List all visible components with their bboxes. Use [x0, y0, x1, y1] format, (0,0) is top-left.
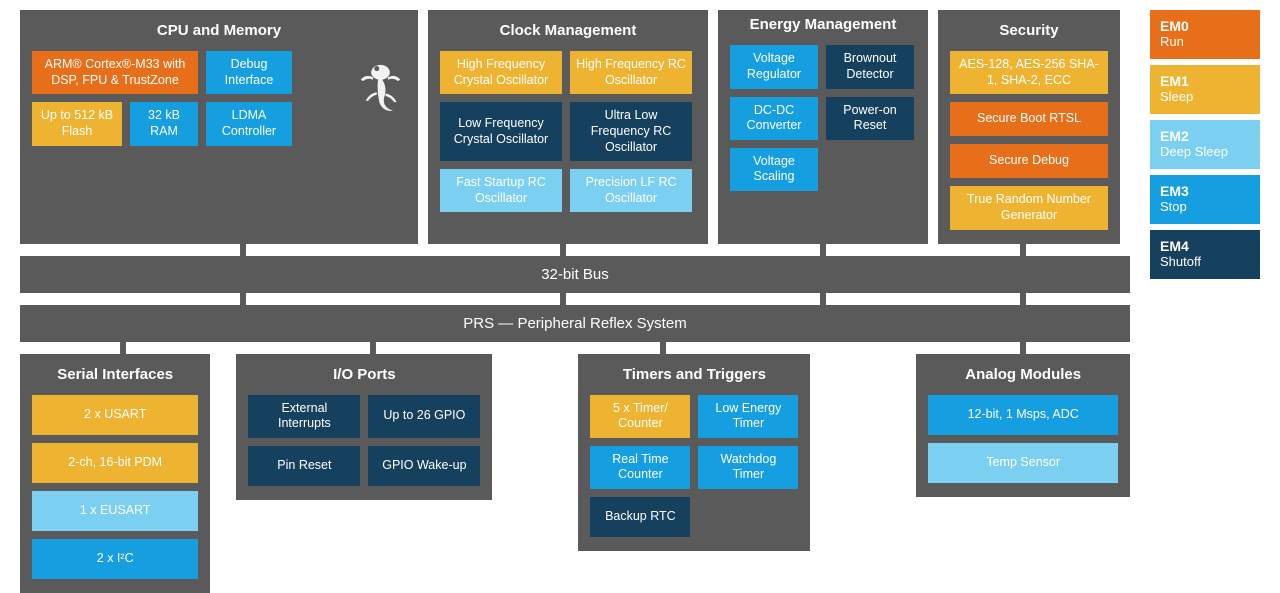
legend-em3: EM3 Stop [1150, 175, 1260, 224]
block-power-on-reset: Power-on Reset [826, 97, 914, 140]
block-flash: Up to 512 kB Flash [32, 102, 122, 145]
gecko-icon [356, 51, 406, 146]
panel-title: Timers and Triggers [590, 366, 798, 383]
legend-code: EM4 [1160, 238, 1250, 254]
block-fast-startup-rc-osc: Fast Startup RC Oscillator [440, 169, 562, 212]
block-eusart: 1 x EUSART [32, 491, 198, 531]
legend-em1: EM1 Sleep [1150, 65, 1260, 114]
block-ldma: LDMA Controller [206, 102, 292, 145]
legend-label: Shutoff [1160, 254, 1250, 269]
block-precision-lf-rc-osc: Precision LF RC Oscillator [570, 169, 692, 212]
legend-code: EM1 [1160, 73, 1250, 89]
block-pin-reset: Pin Reset [248, 446, 360, 486]
block-temp-sensor: Temp Sensor [928, 443, 1118, 483]
block-low-energy-timer: Low Energy Timer [698, 395, 798, 438]
block-brownout-detector: Brownout Detector [826, 45, 914, 88]
panel-title: CPU and Memory [32, 22, 406, 39]
block-lf-crystal-osc: Low Frequency Crystal Oscillator [440, 102, 562, 161]
legend-label: Stop [1160, 199, 1250, 214]
legend-label: Sleep [1160, 89, 1250, 104]
legend-code: EM0 [1160, 18, 1250, 34]
legend-em4: EM4 Shutoff [1150, 230, 1260, 279]
panel-title: Serial Interfaces [32, 366, 198, 383]
block-aes-sha-ecc: AES-128, AES-256 SHA-1, SHA-2, ECC [950, 51, 1108, 94]
block-dcdc-converter: DC-DC Converter [730, 97, 818, 140]
legend-code: EM2 [1160, 128, 1250, 144]
top-row: CPU and Memory ARM® Cortex®-M33 with DSP… [20, 10, 1130, 244]
panel-title: Security [950, 22, 1108, 39]
legend-label: Run [1160, 34, 1250, 49]
panel-serial-interfaces: Serial Interfaces 2 x USART 2-ch, 16-bit… [20, 354, 210, 593]
bus-bar: 32-bit Bus [20, 256, 1130, 293]
panel-title: Energy Management [730, 16, 916, 33]
panel-energy-management: Energy Management Voltage Regulator Brow… [718, 10, 928, 244]
block-watchdog-timer: Watchdog Timer [698, 446, 798, 489]
panel-timers-triggers: Timers and Triggers 5 x Timer/ Counter L… [578, 354, 810, 552]
block-voltage-regulator: Voltage Regulator [730, 45, 818, 88]
block-debug-interface: Debug Interface [206, 51, 292, 94]
block-secure-boot-rtsl: Secure Boot RTSL [950, 102, 1108, 136]
panel-title: Clock Management [440, 22, 696, 39]
block-gpio-wakeup: GPIO Wake-up [368, 446, 480, 486]
block-diagram: CPU and Memory ARM® Cortex®-M33 with DSP… [20, 10, 1130, 593]
connectors-top-bus [20, 244, 1130, 256]
connectors-prs-bottom [20, 342, 1130, 354]
connectors-bus-prs [20, 293, 1130, 305]
panel-analog-modules: Analog Modules 12-bit, 1 Msps, ADC Temp … [916, 354, 1130, 497]
block-ram: 32 kB RAM [130, 102, 198, 145]
block-pdm: 2-ch, 16-bit PDM [32, 443, 198, 483]
panel-cpu-memory: CPU and Memory ARM® Cortex®-M33 with DSP… [20, 10, 418, 244]
panel-title: Analog Modules [928, 366, 1118, 383]
legend-code: EM3 [1160, 183, 1250, 199]
panel-security: Security AES-128, AES-256 SHA-1, SHA-2, … [938, 10, 1120, 244]
block-voltage-scaling: Voltage Scaling [730, 148, 818, 191]
block-gpio: Up to 26 GPIO [368, 395, 480, 438]
block-timer-counter: 5 x Timer/ Counter [590, 395, 690, 438]
block-backup-rtc: Backup RTC [590, 497, 690, 537]
block-arm-cortex-m33: ARM® Cortex®-M33 with DSP, FPU & TrustZo… [32, 51, 198, 94]
panel-title: I/O Ports [248, 366, 480, 383]
legend-em0: EM0 Run [1150, 10, 1260, 59]
block-ulf-rc-osc: Ultra Low Frequency RC Oscillator [570, 102, 692, 161]
panel-clock-management: Clock Management High Frequency Crystal … [428, 10, 708, 244]
legend-em2: EM2 Deep Sleep [1150, 120, 1260, 169]
block-external-interrupts: External Interrupts [248, 395, 360, 438]
energy-mode-legend: EM0 Run EM1 Sleep EM2 Deep Sleep EM3 Sto… [1150, 10, 1260, 285]
panel-io-ports: I/O Ports External Interrupts Up to 26 G… [236, 354, 492, 500]
block-rtc: Real Time Counter [590, 446, 690, 489]
block-hf-crystal-osc: High Frequency Crystal Oscillator [440, 51, 562, 94]
bottom-row: Serial Interfaces 2 x USART 2-ch, 16-bit… [20, 354, 1130, 593]
block-adc: 12-bit, 1 Msps, ADC [928, 395, 1118, 435]
block-trng: True Random Number Generator [950, 186, 1108, 229]
prs-bar: PRS — Peripheral Reflex System [20, 305, 1130, 342]
block-i2c: 2 x I²C [32, 539, 198, 579]
block-secure-debug: Secure Debug [950, 144, 1108, 178]
legend-label: Deep Sleep [1160, 144, 1250, 159]
block-usart: 2 x USART [32, 395, 198, 435]
block-hf-rc-osc: High Frequency RC Oscillator [570, 51, 692, 94]
